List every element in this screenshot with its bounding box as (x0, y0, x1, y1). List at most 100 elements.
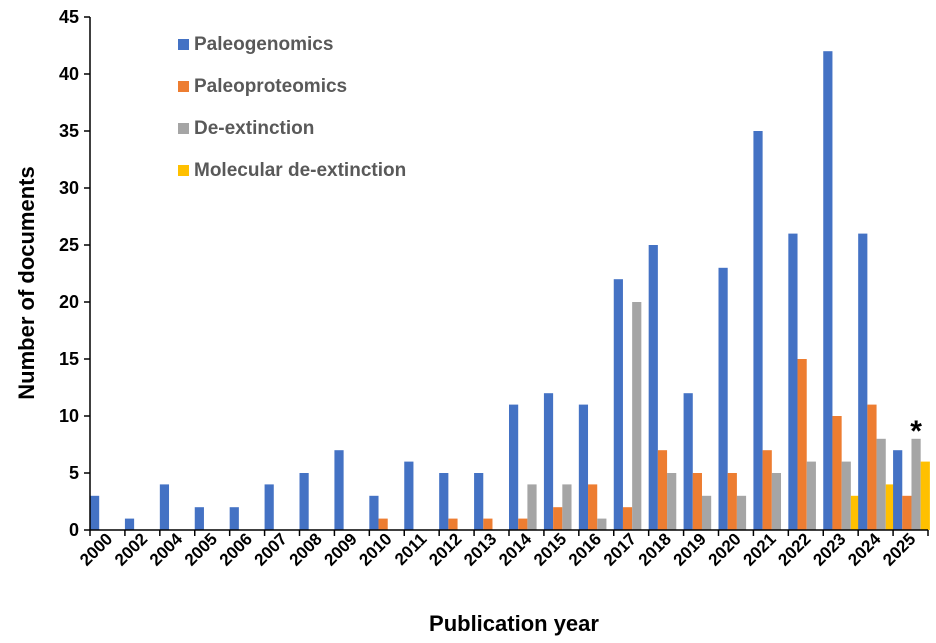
bar-paleogenomics-2008 (299, 473, 309, 530)
bar-paleogenomics-2012 (439, 473, 449, 530)
bar-paleogenomics-2007 (264, 484, 274, 530)
bar-de-extinction-2025 (911, 438, 921, 530)
bar-paleogenomics-2010 (369, 495, 379, 530)
bar-paleoproteomics-2024 (867, 404, 877, 530)
legend-label-de-extinction: De-extinction (194, 118, 314, 139)
x-axis-title: Publication year (429, 611, 599, 636)
bar-de-extinction-2017 (632, 302, 642, 530)
bar-paleogenomics-2015 (543, 393, 554, 530)
x-tick-label-2011: 2011 (391, 529, 431, 569)
bar-paleogenomics-2002 (124, 518, 135, 530)
legend-swatch-paleoproteomics (178, 81, 189, 92)
x-tick-label-2008: 2008 (286, 529, 326, 569)
y-axis-title: Number of documents (14, 166, 39, 399)
bar-paleoproteomics-2018 (657, 450, 668, 530)
legend-swatch-paleogenomics (178, 39, 189, 50)
bar-paleogenomics-2021 (753, 131, 763, 530)
y-tick-label-30: 30 (59, 178, 79, 198)
legend-label-paleoproteomics: Paleoproteomics (194, 76, 347, 97)
bar-paleogenomics-2006 (229, 507, 239, 530)
bar-de-extinction-2023 (841, 461, 851, 530)
bar-paleogenomics-2023 (823, 51, 833, 530)
bar-paleoproteomics-2021 (762, 450, 772, 530)
bar-de-extinction-2019 (701, 495, 712, 530)
bar-paleogenomics-2024 (858, 233, 868, 530)
x-tick-label-2010: 2010 (355, 529, 395, 569)
bar-paleogenomics-2013 (474, 473, 484, 530)
bar-paleoproteomics-2023 (832, 416, 842, 530)
y-tick-label-45: 45 (59, 7, 79, 27)
y-ticks-layer: 0 5 10 15 20 25 30 35 40 45 (59, 7, 90, 540)
bar-molecular-de-extinction-2025 (920, 461, 930, 530)
x-tick-label-2002: 2002 (111, 529, 151, 569)
x-ticks-layer: 2000200220042005200620072008200920102011… (76, 529, 929, 570)
bar-paleogenomics-2014 (509, 404, 519, 530)
bar-paleogenomics-2019 (683, 393, 693, 530)
bars-layer (90, 51, 930, 530)
bar-paleoproteomics-2015 (553, 507, 563, 530)
x-tick-label-2025: 2025 (879, 529, 919, 569)
y-tick-label-15: 15 (59, 349, 79, 369)
bar-paleoproteomics-2022 (797, 359, 807, 530)
bar-paleogenomics-2025 (893, 450, 903, 530)
annotations-layer: * (910, 415, 922, 448)
x-tick-label-2013: 2013 (460, 529, 500, 569)
legend: Paleogenomics Paleoproteomics De-extinctio… (178, 34, 406, 181)
legend-label-paleogenomics: Paleogenomics (194, 34, 333, 55)
bar-de-extinction-2020 (736, 495, 747, 530)
y-tick-label-20: 20 (59, 292, 79, 312)
bar-de-extinction-2024 (876, 438, 886, 530)
x-tick-label-2009: 2009 (321, 529, 361, 569)
bar-paleoproteomics-2012 (448, 518, 458, 530)
bar-de-extinction-2022 (806, 461, 816, 530)
bar-paleoproteomics-2020 (727, 473, 737, 530)
bar-de-extinction-2014 (527, 484, 537, 530)
bar-paleogenomics-2020 (718, 267, 728, 530)
bar-paleogenomics-2000 (90, 495, 100, 530)
bar-paleogenomics-2011 (404, 461, 414, 530)
bar-paleoproteomics-2010 (378, 518, 388, 530)
x-tick-label-2023: 2023 (809, 529, 849, 569)
y-tick-label-5: 5 (69, 463, 79, 483)
x-tick-label-2022: 2022 (774, 529, 814, 569)
bar-paleogenomics-2016 (578, 404, 589, 530)
x-tick-label-2005: 2005 (181, 529, 221, 569)
bar-paleogenomics-2017 (613, 279, 623, 530)
legend-label-molecular-de-extinction: Molecular de-extinction (194, 160, 406, 181)
bar-paleoproteomics-2013 (483, 518, 493, 530)
bar-paleoproteomics-2025 (902, 495, 912, 530)
bar-paleogenomics-2004 (159, 484, 170, 530)
bar-paleogenomics-2009 (334, 450, 344, 530)
y-tick-label-35: 35 (59, 121, 79, 141)
x-tick-label-2000: 2000 (76, 529, 116, 569)
bar-paleoproteomics-2014 (518, 518, 528, 530)
bar-paleogenomics-2018 (648, 245, 658, 530)
bar-molecular-de-extinction-2023 (850, 495, 861, 530)
bar-paleoproteomics-2019 (692, 473, 702, 530)
y-tick-label-25: 25 (59, 235, 79, 255)
bar-de-extinction-2021 (771, 473, 782, 530)
bar-de-extinction-2018 (667, 473, 677, 530)
x-tick-label-2017: 2017 (600, 529, 640, 569)
x-tick-label-2015: 2015 (530, 529, 570, 569)
x-tick-label-2021: 2021 (740, 529, 780, 569)
bar-paleogenomics-2005 (194, 507, 204, 530)
bar-paleogenomics-2022 (788, 233, 798, 530)
bar-paleoproteomics-2016 (588, 484, 598, 530)
x-tick-label-2016: 2016 (565, 529, 605, 569)
x-tick-label-2024: 2024 (844, 529, 885, 570)
annotation-asterisk: * (910, 415, 922, 448)
x-tick-label-2014: 2014 (495, 529, 536, 570)
bar-de-extinction-2015 (562, 484, 572, 530)
y-tick-label-40: 40 (59, 64, 79, 84)
legend-swatch-molecular-de-extinction (178, 165, 189, 176)
x-tick-label-2019: 2019 (670, 529, 710, 569)
bar-paleoproteomics-2017 (622, 507, 633, 530)
x-tick-label-2012: 2012 (425, 529, 465, 569)
bar-molecular-de-extinction-2024 (885, 484, 895, 530)
x-tick-label-2004: 2004 (146, 529, 187, 570)
x-tick-label-2018: 2018 (635, 529, 675, 569)
x-tick-label-2006: 2006 (216, 529, 256, 569)
